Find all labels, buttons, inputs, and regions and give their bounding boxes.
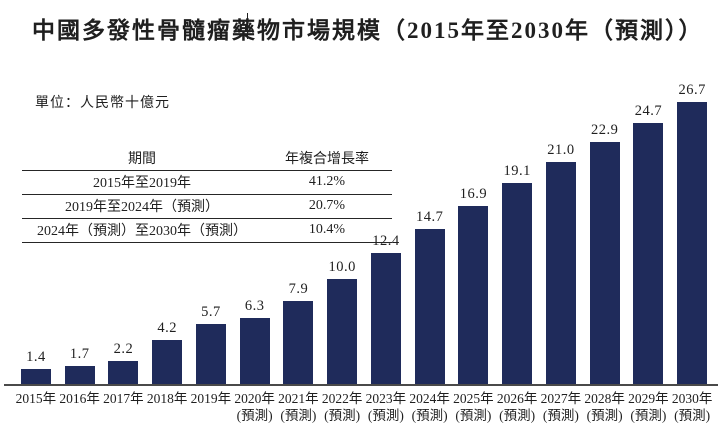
bar-value-label: 14.7 [415, 208, 444, 225]
forecast-suffix-label: (預測) [499, 408, 536, 423]
bar [589, 142, 620, 384]
cagr-period-cell: 2015年至2019年 [22, 170, 262, 195]
bar [502, 182, 533, 384]
cagr-header-rate: 年複合增長率 [262, 147, 392, 171]
bar-column: 4.2 [145, 320, 189, 384]
bar-column: 21.0 [539, 142, 583, 384]
bar [283, 300, 314, 384]
cagr-table: 期間 年複合增長率 2015年至2019年 41.2% 2019年至2024年（… [22, 147, 392, 243]
bar-column: 2.2 [102, 341, 146, 384]
forecast-suffix-label: (預測) [586, 408, 623, 423]
text-cursor-artifact [247, 13, 248, 39]
x-axis-tick-label: 2022年 (預測) [321, 391, 363, 423]
bar-value-label: 1.7 [69, 346, 90, 363]
bar-value-label: 1.4 [26, 349, 46, 366]
forecast-suffix-label: (預測) [455, 408, 492, 423]
bar-value-label: 6.3 [244, 297, 265, 314]
bar-value-label: 7.9 [288, 280, 309, 297]
bar [677, 102, 708, 384]
x-axis-tick-label: 2015年 [15, 391, 57, 406]
bar-value-label: 22.9 [590, 122, 619, 139]
bar-column: 22.9 [583, 122, 627, 384]
bar [20, 369, 51, 384]
x-axis-tick-label: 2019年 [190, 391, 232, 406]
cagr-table-row: 2019年至2024年（預測） 20.7% [22, 194, 392, 219]
bar-column: 26.7 [670, 82, 714, 384]
bar-value-label: 21.0 [547, 142, 575, 159]
x-axis-tick-label: 2030年 (預測) [671, 391, 713, 423]
cagr-rate-cell: 10.4% [262, 218, 392, 243]
forecast-suffix-label: (預測) [411, 408, 448, 423]
chart-title: 中國多發性骨髓瘤藥物市場規模（2015年至2030年（預測）） [32, 18, 704, 43]
bar-column: 24.7 [627, 103, 671, 384]
cagr-table-header-row: 期間 年複合增長率 [22, 147, 392, 171]
forecast-suffix-label: (預測) [674, 408, 711, 423]
forecast-suffix-label: (預測) [542, 408, 579, 423]
bar-value-label: 2.2 [113, 340, 134, 357]
bar-value-label: 12.4 [372, 233, 400, 250]
cagr-rate-cell: 41.2% [262, 170, 392, 195]
bar-value-label: 16.9 [459, 185, 488, 202]
forecast-suffix-label: (預測) [236, 408, 273, 423]
bar-column: 1.7 [58, 346, 102, 384]
x-axis-tick-label: 2026年 (預測) [496, 391, 538, 423]
bar-column: 7.9 [277, 281, 321, 384]
x-axis-labels: 2015年 2016年 2017年 2018年 2019年 2020年 (預測) 2021年(… [14, 390, 714, 424]
x-axis-tick-label: 2018年 [146, 391, 188, 406]
x-axis-tick-label: 2020年 (預測) [234, 391, 275, 423]
bar [152, 339, 183, 384]
forecast-suffix-label: (預測) [280, 408, 317, 423]
cagr-header-period: 期間 [22, 147, 262, 171]
bar-chart-plot-area: 1.4 1.7 2.2 4.2 5.7 6.3 7.9 10.0 12.4 14.7 16.9 19.… [14, 82, 714, 384]
cagr-rate-cell: 20.7% [262, 194, 392, 219]
bar [414, 228, 445, 384]
cagr-table-row: 2015年至2019年 41.2% [22, 170, 392, 195]
bar [458, 205, 489, 384]
bar [64, 366, 95, 384]
bar [633, 123, 664, 384]
bar-column: 10.0 [320, 258, 364, 384]
x-axis-tick-label: 2025年 (預測) [453, 391, 494, 423]
x-axis-tick-label: 2028年 (預測) [584, 391, 625, 423]
bar-value-label: 10.0 [328, 258, 356, 275]
bar-column: 19.1 [495, 162, 539, 384]
x-axis-tick-label: 2017年 [103, 391, 144, 406]
bar [108, 360, 139, 384]
x-axis-tick-label: 2023年 (預測) [365, 391, 407, 423]
x-axis-tick-label: 2024年 (預測) [409, 391, 450, 423]
forecast-suffix-label: (預測) [630, 408, 667, 423]
bar [195, 323, 226, 384]
bar-column: 1.4 [14, 349, 58, 384]
bar-value-label: 4.2 [157, 319, 177, 336]
bar-value-label: 5.7 [201, 303, 221, 320]
bar-column: 14.7 [408, 209, 452, 384]
bar [239, 317, 270, 384]
cagr-period-cell: 2024年（預測）至2030年（預測） [22, 218, 262, 243]
bar-column: 6.3 [233, 298, 277, 384]
x-axis-tick-label: 2029年 (預測) [628, 391, 669, 423]
bar-column: 12.4 [364, 233, 408, 384]
bar-column: 5.7 [189, 304, 233, 384]
cagr-table-row: 2024年（預測）至2030年（預測） 10.4% [22, 218, 392, 243]
x-axis-tick-label: 2016年 [59, 391, 100, 406]
bar-value-label: 24.7 [634, 103, 663, 120]
x-axis-line [4, 384, 718, 386]
bar [370, 253, 401, 384]
x-axis-tick-label: 2021年 (預測) [278, 391, 319, 423]
forecast-suffix-label: (預測) [367, 408, 404, 423]
unit-label: 單位：人民幣十億元 [35, 96, 170, 111]
bar-value-label: 19.1 [503, 162, 531, 179]
x-axis-tick-label: 2027年 (預測) [540, 391, 582, 423]
bar-value-label: 26.7 [678, 82, 706, 99]
cagr-period-cell: 2019年至2024年（預測） [22, 194, 262, 219]
bar [545, 162, 576, 384]
bar-column: 16.9 [452, 186, 496, 384]
bar [327, 278, 358, 384]
forecast-suffix-label: (預測) [324, 408, 361, 423]
